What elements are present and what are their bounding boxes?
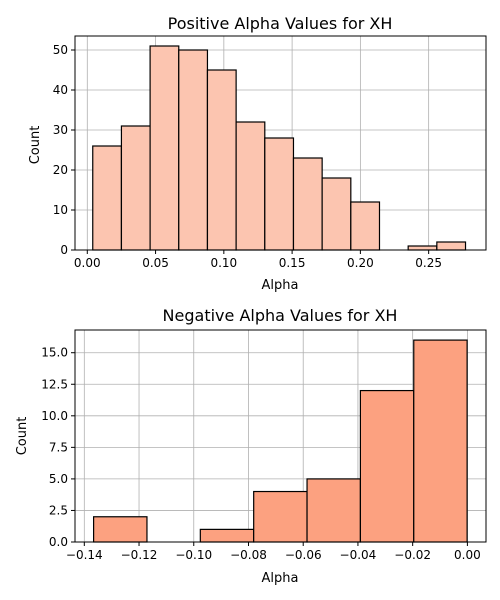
x-tick-label: 0.15 (279, 256, 306, 270)
histogram-bar (120, 125, 151, 251)
y-tick-label: 10 (53, 203, 68, 217)
x-axis-ticks: 0.00 0.05 0.10 0.15 0.20 0.25 (74, 250, 442, 270)
histogram-bar (199, 528, 255, 543)
histogram-bar (264, 137, 295, 251)
y-tick-label: 12.5 (41, 377, 68, 391)
histogram-bar (93, 516, 148, 543)
histogram-bars (92, 45, 467, 251)
y-axis-label: Count (28, 126, 43, 165)
histogram-bar (206, 69, 237, 251)
x-tick-label: −0.08 (230, 548, 267, 562)
x-tick-label: −0.12 (121, 548, 158, 562)
y-tick-label: 10.0 (41, 409, 68, 423)
negative-alpha-histogram: −0.14 −0.12 −0.10 −0.08 −0.06 −0.04 −0.02 0.00 … (15, 306, 487, 586)
histogram-bar (92, 145, 123, 251)
x-tick-label: 0.20 (347, 256, 374, 270)
histogram-bar (436, 241, 467, 251)
x-tick-label: −0.10 (175, 548, 212, 562)
histogram-bar (292, 157, 323, 251)
plot-frame (74, 35, 487, 251)
histogram-bar (350, 201, 381, 251)
chart-title: Negative Alpha Values for XH (163, 306, 398, 325)
x-tick-label: 0.10 (210, 256, 237, 270)
histogram-bar (413, 339, 468, 543)
x-tick-label: −0.04 (340, 548, 377, 562)
chart-title: Positive Alpha Values for XH (168, 14, 393, 33)
x-tick-label: 0.05 (142, 256, 169, 270)
x-tick-label: 0.00 (74, 256, 101, 270)
y-axis-ticks: 0 10 20 30 40 50 (53, 43, 75, 257)
histogram-bar (407, 245, 438, 251)
histogram-bar (321, 177, 352, 251)
y-axis-label: Count (15, 417, 30, 456)
x-axis-label: Alpha (262, 278, 299, 293)
plot-frame (74, 329, 487, 543)
histogram-bar (306, 478, 362, 543)
y-tick-label: 30 (53, 123, 68, 137)
x-tick-label: −0.14 (66, 548, 103, 562)
y-tick-label: 50 (53, 43, 68, 57)
x-tick-label: −0.02 (394, 548, 431, 562)
y-tick-label: 5.0 (49, 472, 68, 486)
histogram-bar (235, 121, 266, 251)
positive-alpha-histogram: 0.00 0.05 0.10 0.15 0.20 0.25 0 10 20 30 40 50 Pos… (28, 14, 487, 293)
y-tick-label: 20 (53, 163, 68, 177)
y-tick-label: 0.0 (49, 535, 68, 549)
y-tick-label: 40 (53, 83, 68, 97)
histogram-bar (149, 45, 180, 251)
y-tick-label: 0 (60, 243, 68, 257)
histogram-bar (178, 49, 209, 251)
x-axis-label: Alpha (262, 571, 299, 586)
histogram-bar (359, 389, 415, 543)
y-axis-ticks: 0.0 2.5 5.0 7.5 10.0 12.5 15.0 (41, 346, 75, 549)
histogram-bars (93, 339, 468, 543)
x-tick-label: −0.06 (285, 548, 322, 562)
x-axis-ticks: −0.14 −0.12 −0.10 −0.08 −0.06 −0.04 −0.02 0.00 (66, 542, 481, 562)
y-tick-label: 15.0 (41, 346, 68, 360)
y-tick-label: 7.5 (49, 440, 68, 454)
histogram-bar (253, 490, 308, 543)
y-tick-label: 2.5 (49, 503, 68, 517)
x-tick-label: 0.00 (454, 548, 481, 562)
x-tick-label: 0.25 (415, 256, 442, 270)
